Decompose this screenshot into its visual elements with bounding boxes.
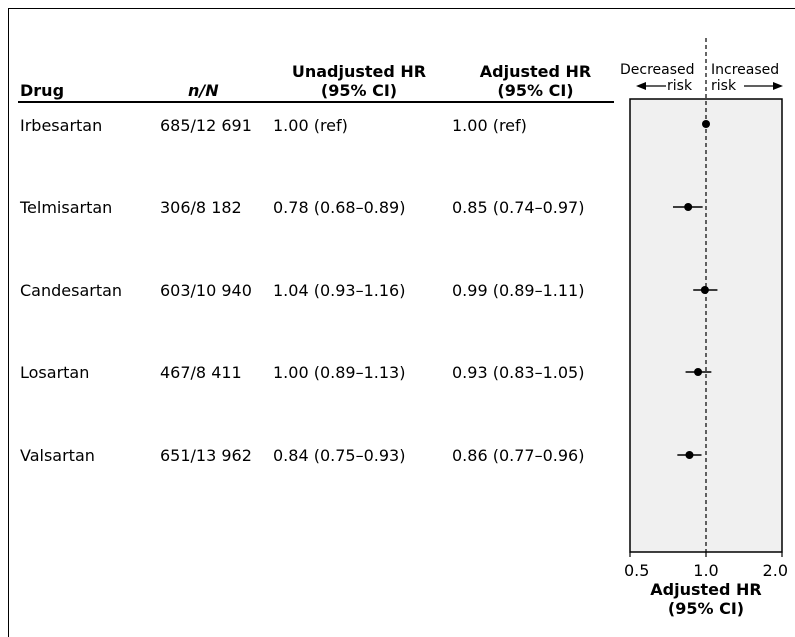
header-adjusted-hr: Adjusted HR (95% CI) bbox=[458, 62, 613, 100]
x-axis-label: Adjusted HR (95% CI) bbox=[630, 580, 782, 618]
drug-cell: Irbesartan bbox=[20, 116, 103, 135]
n-cell: 651/13 962 bbox=[160, 446, 252, 465]
x-axis-ticks: 0.5 1.0 2.0 bbox=[624, 552, 788, 580]
header-adjusted-line-1: Adjusted HR bbox=[479, 62, 592, 81]
risk-arrows bbox=[636, 82, 783, 90]
unadjusted-cell: 1.04 (0.93–1.16) bbox=[273, 281, 406, 300]
adjusted-cell: 1.00 (ref) bbox=[452, 116, 527, 135]
annotation-decreased-risk: risk bbox=[667, 78, 693, 94]
figure-frame-top bbox=[8, 8, 795, 9]
x-axis-label-line-2: (95% CI) bbox=[667, 599, 745, 618]
n-cell: 467/8 411 bbox=[160, 363, 242, 382]
estimate-point bbox=[684, 203, 693, 211]
n-cell: 685/12 691 bbox=[160, 116, 252, 135]
x-tick-label: 2.0 bbox=[763, 561, 788, 580]
estimate-point bbox=[702, 120, 710, 128]
header-unadjusted-hr: Unadjusted HR (95% CI) bbox=[264, 62, 454, 100]
header-unadjusted-line-2: (95% CI) bbox=[320, 81, 398, 100]
adjusted-cell: 0.86 (0.77–0.96) bbox=[452, 446, 585, 465]
header-unadjusted-line-1: Unadjusted HR bbox=[291, 62, 427, 81]
x-axis-label-line-1: Adjusted HR bbox=[650, 580, 762, 599]
unadjusted-cell: 0.84 (0.75–0.93) bbox=[273, 446, 406, 465]
header-n-over-n: n/N bbox=[188, 81, 219, 100]
estimate-point bbox=[700, 286, 709, 294]
n-cell: 603/10 940 bbox=[160, 281, 252, 300]
adjusted-cell: 0.85 (0.74–0.97) bbox=[452, 198, 585, 217]
drug-cell: Valsartan bbox=[20, 446, 95, 465]
annotation-increased: Increased bbox=[711, 62, 780, 78]
drug-cell: Candesartan bbox=[20, 281, 123, 300]
estimate-point bbox=[685, 451, 694, 459]
adjusted-cell: 0.93 (0.83–1.05) bbox=[452, 363, 585, 382]
adjusted-cell: 0.99 (0.89–1.11) bbox=[452, 281, 585, 300]
header-rule bbox=[18, 101, 614, 103]
annotation-decreased: Decreased bbox=[620, 62, 695, 78]
drug-cell: Telmisartan bbox=[20, 198, 113, 217]
unadjusted-cell: 0.78 (0.68–0.89) bbox=[273, 198, 406, 217]
estimate-point bbox=[694, 368, 703, 376]
unadjusted-cell: 1.00 (0.89–1.13) bbox=[273, 363, 406, 382]
decreased-risk-arrowhead bbox=[636, 82, 646, 90]
drug-cell: Losartan bbox=[20, 363, 90, 382]
estimate-marks bbox=[672, 120, 718, 459]
unadjusted-cell: 1.00 (ref) bbox=[273, 116, 348, 135]
increased-risk-arrowhead bbox=[773, 82, 783, 90]
figure-frame-left bbox=[8, 8, 9, 637]
x-tick-label: 0.5 bbox=[624, 561, 649, 580]
header-drug: Drug bbox=[20, 81, 65, 100]
n-cell: 306/8 182 bbox=[160, 198, 242, 217]
header-adjusted-line-2: (95% CI) bbox=[497, 81, 574, 100]
x-tick-label: 1.0 bbox=[693, 561, 718, 580]
annotation-increased-risk: risk bbox=[711, 78, 737, 94]
